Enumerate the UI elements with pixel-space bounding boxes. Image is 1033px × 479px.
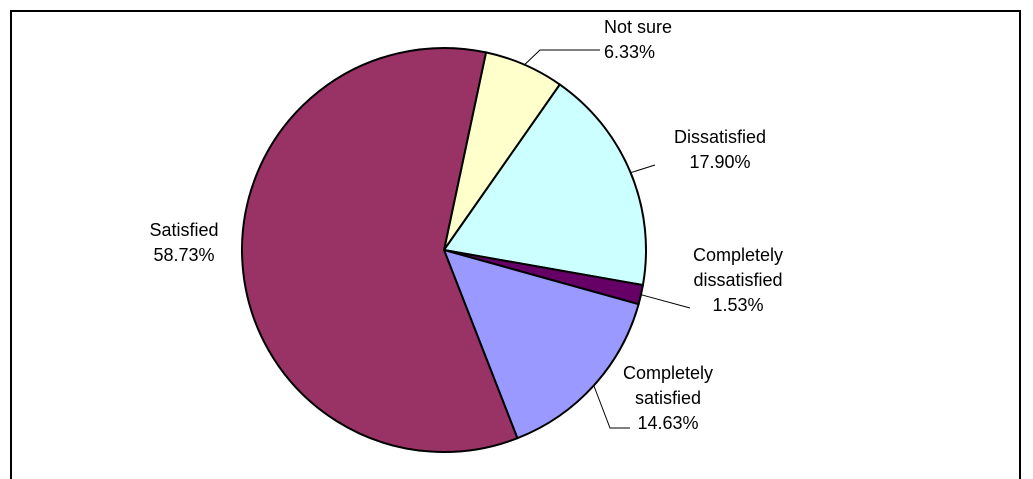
slice-label: Completely dissatisfied 1.53%	[693, 245, 783, 315]
leader-line	[524, 49, 600, 66]
slice-label: Satisfied 58.73%	[149, 220, 218, 265]
leader-line	[640, 294, 691, 309]
pie-slice	[241, 47, 519, 453]
slice-label: Completely satisfied 14.63%	[623, 363, 713, 433]
slice-label: Not sure 6.33%	[604, 17, 672, 62]
slice-label: Dissatisfied 17.90%	[674, 127, 766, 172]
leader-line	[630, 164, 656, 174]
leader-line	[593, 385, 630, 429]
